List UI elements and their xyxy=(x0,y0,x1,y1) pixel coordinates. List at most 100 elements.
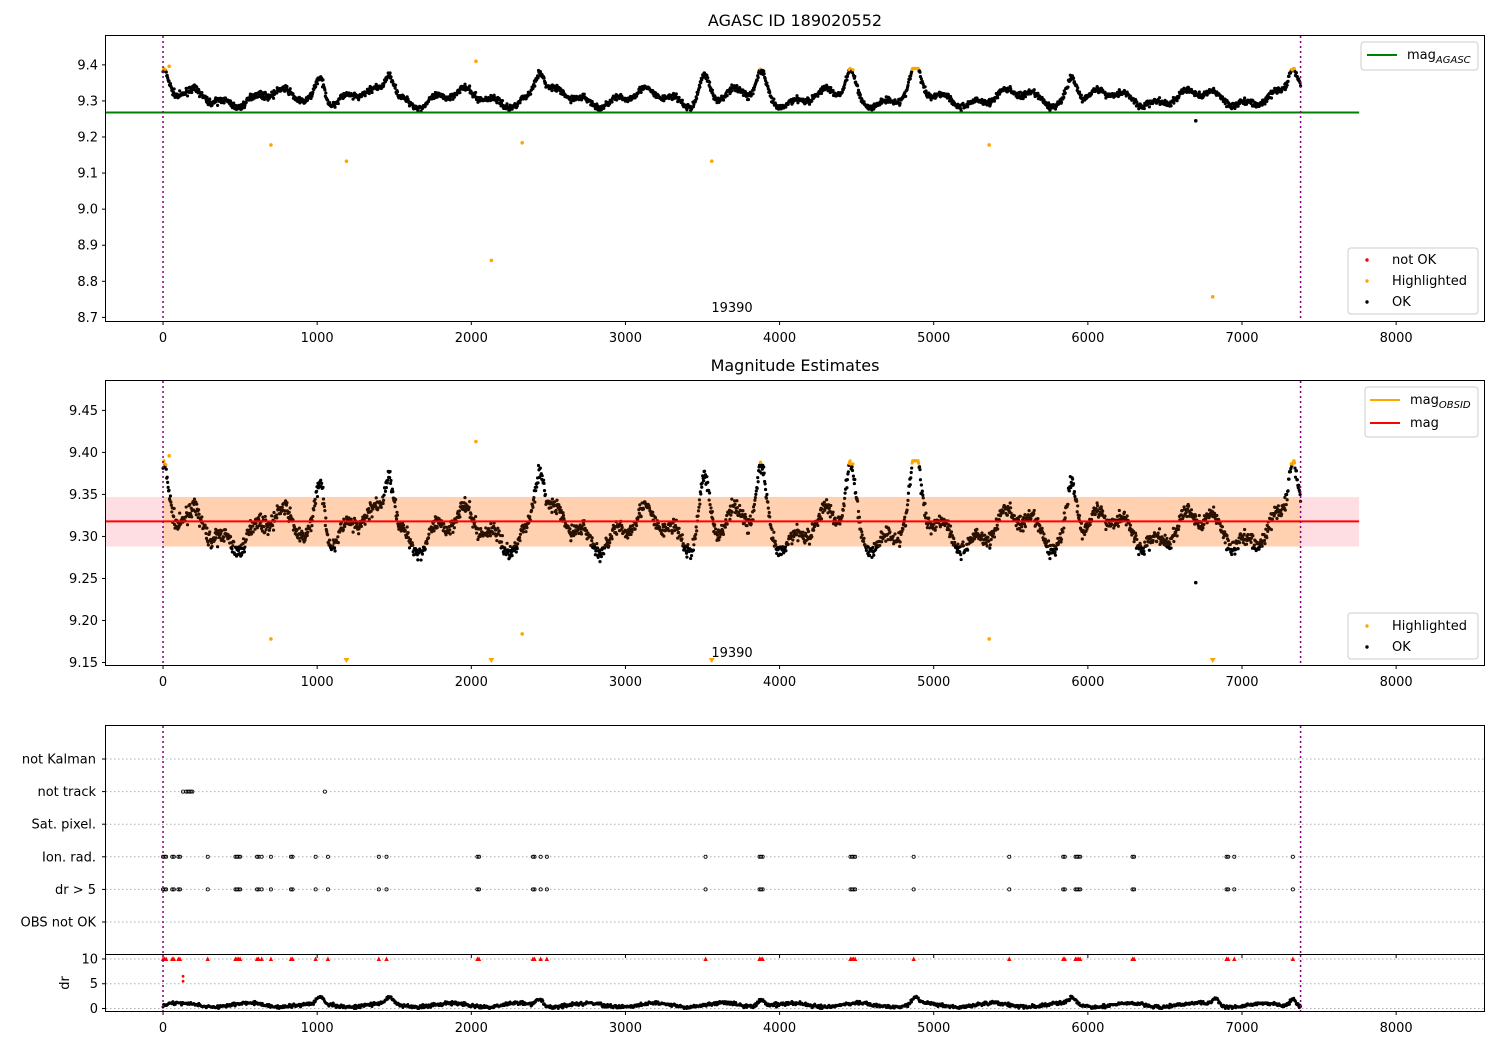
data-point xyxy=(336,101,340,106)
data-point xyxy=(662,534,666,538)
data-point xyxy=(708,491,712,495)
data-point xyxy=(1233,552,1237,556)
data-point xyxy=(510,553,514,558)
data-point xyxy=(898,544,902,549)
data-point xyxy=(323,523,327,528)
data-point xyxy=(908,77,912,81)
legend-highlighted-label: Highlighted xyxy=(1392,274,1467,289)
data-point xyxy=(695,529,699,533)
data-point xyxy=(1135,537,1139,542)
data-point xyxy=(542,481,546,485)
data-point xyxy=(262,524,266,529)
data-point xyxy=(518,532,523,536)
data-point xyxy=(1243,96,1247,100)
data-point xyxy=(474,515,478,519)
data-point xyxy=(986,535,990,540)
data-point xyxy=(855,84,860,88)
data-point xyxy=(594,549,598,553)
data-point xyxy=(1163,533,1167,537)
data-point xyxy=(763,487,768,492)
data-point xyxy=(770,527,774,532)
data-point xyxy=(367,517,371,521)
data-point xyxy=(291,92,295,96)
data-point xyxy=(772,530,776,534)
data-point xyxy=(1001,509,1005,513)
data-point xyxy=(631,523,635,528)
data-point xyxy=(540,474,544,478)
data-point xyxy=(1237,540,1242,545)
data-point xyxy=(370,515,374,519)
data-point xyxy=(932,522,936,526)
data-point xyxy=(596,546,600,550)
data-point xyxy=(533,500,537,504)
data-point xyxy=(1169,546,1173,550)
data-point xyxy=(389,478,393,483)
data-point xyxy=(590,536,594,540)
legend-lines-agasc: magAGASC xyxy=(1360,41,1479,71)
data-point xyxy=(852,481,856,486)
data-point xyxy=(959,553,963,557)
data-point xyxy=(323,88,327,92)
data-point xyxy=(1269,96,1274,100)
data-point xyxy=(271,96,276,100)
x-tick-label: 4000 xyxy=(763,331,796,346)
data-point xyxy=(752,508,756,513)
data-point xyxy=(755,78,759,82)
data-point xyxy=(166,485,170,489)
data-point xyxy=(880,540,884,544)
data-point xyxy=(743,512,747,517)
data-point xyxy=(505,102,509,106)
data-point xyxy=(784,105,788,109)
data-point xyxy=(1023,95,1028,99)
data-point xyxy=(215,103,220,107)
data-point xyxy=(391,80,395,84)
data-point xyxy=(379,505,383,510)
data-point xyxy=(251,530,255,534)
data-point xyxy=(1220,525,1225,529)
data-point xyxy=(893,532,897,536)
data-point xyxy=(561,513,566,518)
data-point xyxy=(222,535,226,539)
data-point xyxy=(297,526,302,530)
data-point xyxy=(531,505,535,510)
data-point xyxy=(1076,86,1080,90)
data-point xyxy=(550,497,554,501)
data-point xyxy=(921,493,925,497)
data-point xyxy=(1132,540,1136,544)
data-point xyxy=(197,508,201,512)
data-point xyxy=(210,544,214,549)
data-point xyxy=(794,533,799,537)
data-point xyxy=(1169,104,1173,108)
y-tick-label: 8.8 xyxy=(77,275,98,290)
data-point xyxy=(394,497,398,502)
data-point xyxy=(992,535,997,539)
legend-not-ok-swatch xyxy=(1365,258,1369,262)
data-point xyxy=(698,502,702,506)
data-point xyxy=(699,492,703,496)
data-point xyxy=(744,515,748,519)
data-point xyxy=(828,515,832,519)
data-point xyxy=(755,486,759,490)
data-point xyxy=(251,524,255,528)
data-point xyxy=(1225,533,1229,538)
highlighted-point xyxy=(520,140,524,145)
data-point xyxy=(851,462,855,466)
data-point xyxy=(274,513,278,517)
data-point xyxy=(806,529,811,534)
data-point xyxy=(908,483,912,487)
data-point xyxy=(1040,526,1044,530)
data-point xyxy=(165,475,169,479)
data-point xyxy=(401,523,406,527)
data-point xyxy=(568,527,572,531)
data-point xyxy=(521,530,525,534)
data-point xyxy=(244,538,248,542)
data-point xyxy=(1194,514,1198,518)
data-point xyxy=(1269,527,1274,532)
data-point xyxy=(1095,503,1100,508)
data-point xyxy=(359,524,364,529)
data-point xyxy=(270,514,274,518)
legend-highlighted-swatch xyxy=(1365,279,1369,283)
data-point xyxy=(909,470,913,475)
data-point xyxy=(1110,522,1114,527)
highlighted-point xyxy=(344,159,349,163)
